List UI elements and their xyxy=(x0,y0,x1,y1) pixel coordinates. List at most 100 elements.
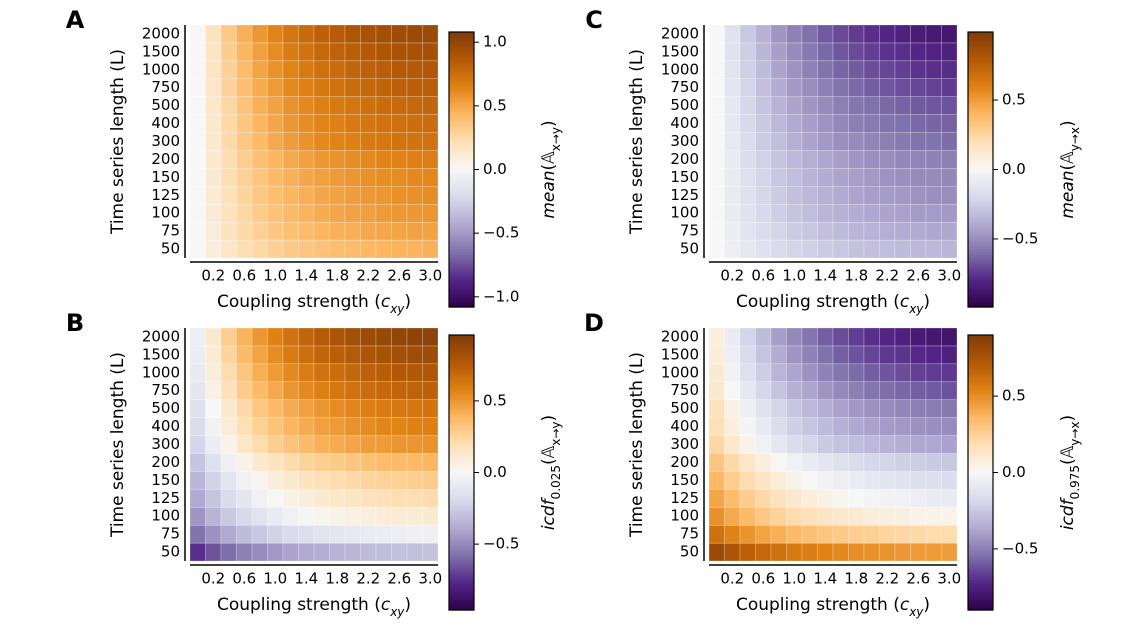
heatmap-cell xyxy=(375,150,392,169)
label-part: xy xyxy=(389,302,405,316)
colorbar-swatch xyxy=(449,390,474,394)
y-tick-label: 200 xyxy=(151,150,180,168)
colorbar-swatch xyxy=(449,517,474,521)
y-axis-label: Time series length (L) xyxy=(108,352,128,538)
colorbar-swatch xyxy=(968,184,993,188)
heatmap-cell xyxy=(267,327,284,347)
heatmap-cell xyxy=(801,60,818,79)
colorbar-swatch xyxy=(968,287,993,291)
heatmap-cell xyxy=(422,168,439,187)
heatmap-cell xyxy=(863,345,880,365)
heatmap-cell xyxy=(267,471,284,490)
label-part: ) xyxy=(1058,120,1078,127)
heatmap-cell xyxy=(786,221,803,241)
colorbar-swatch xyxy=(449,372,474,376)
colorbar-swatch xyxy=(968,244,993,248)
heatmap-cell xyxy=(298,96,315,115)
heatmap-cell xyxy=(941,114,958,133)
colorbar-swatch xyxy=(968,412,993,416)
heatmap-cell xyxy=(375,96,392,115)
colorbar-swatch xyxy=(968,542,993,546)
heatmap-cell xyxy=(360,24,377,44)
heatmap-cell xyxy=(863,24,880,44)
heatmap-cell xyxy=(894,399,911,418)
colorbar-swatch xyxy=(968,122,993,126)
heatmap-cell xyxy=(708,42,725,62)
heatmap-cell xyxy=(267,489,284,508)
colorbar-swatch xyxy=(968,597,993,601)
colorbar-swatch xyxy=(449,239,474,243)
heatmap-cell xyxy=(360,221,377,241)
heatmap-cell xyxy=(344,399,361,418)
colorbar-swatch xyxy=(968,492,993,496)
heatmap-cell xyxy=(941,345,958,365)
heatmap-cell xyxy=(755,399,772,418)
heatmap-cell xyxy=(941,150,958,169)
heatmap-cell xyxy=(848,204,865,223)
heatmap-cell xyxy=(770,132,787,151)
heatmap-cell xyxy=(786,168,803,187)
colorbar-swatch xyxy=(968,357,993,361)
colorbar-swatch xyxy=(968,164,993,168)
colorbar-swatch xyxy=(968,540,993,544)
colorbar-swatch xyxy=(968,567,993,571)
heatmap-cell xyxy=(220,542,237,562)
heatmap-cell xyxy=(282,327,299,347)
colorbar-swatch xyxy=(449,44,474,48)
colorbar-swatch xyxy=(449,490,474,494)
heatmap-cell xyxy=(925,542,942,562)
colorbar-swatch xyxy=(968,482,993,486)
heatmap-cell xyxy=(941,489,958,508)
heatmap-cell xyxy=(360,239,377,259)
heatmap-cell xyxy=(879,150,896,169)
y-tick-label: 200 xyxy=(670,453,699,471)
heatmap-cell xyxy=(329,239,346,259)
colorbar-swatch xyxy=(449,475,474,479)
colorbar-swatch xyxy=(968,167,993,171)
heatmap-cell xyxy=(298,542,315,562)
colorbar-swatch xyxy=(968,169,993,173)
axis-label: icdf0.975(𝔸y→x) xyxy=(1058,415,1082,530)
heatmap-cell xyxy=(205,60,222,79)
heatmap-cell xyxy=(708,471,725,490)
heatmap-cell xyxy=(848,24,865,44)
heatmap-cell xyxy=(770,114,787,133)
heatmap-cell xyxy=(832,24,849,44)
colorbar-tick-label: −0.5 xyxy=(1002,539,1038,557)
heatmap-cell xyxy=(375,239,392,259)
colorbar-swatch xyxy=(449,425,474,429)
heatmap-cell xyxy=(313,24,330,44)
heatmap-cell xyxy=(189,24,206,44)
heatmap-cell xyxy=(189,60,206,79)
heatmap-cell xyxy=(817,168,834,187)
colorbar-swatch xyxy=(449,109,474,113)
heatmap-cell xyxy=(298,381,315,400)
colorbar-swatch xyxy=(968,572,993,576)
heatmap-cell xyxy=(344,381,361,400)
heatmap-cell xyxy=(406,132,423,151)
heatmap-cell xyxy=(422,489,439,508)
colorbar-swatch xyxy=(449,502,474,506)
heatmap-cell xyxy=(801,186,818,205)
colorbar-swatch xyxy=(449,112,474,116)
heatmap-cell xyxy=(832,239,849,259)
colorbar-swatch xyxy=(968,44,993,48)
heatmap-cell xyxy=(344,168,361,187)
colorbar-swatch xyxy=(449,87,474,91)
colorbar-swatch xyxy=(449,99,474,103)
heatmap-cell xyxy=(739,435,756,454)
label-part: xy xyxy=(908,302,924,316)
colorbar-swatch xyxy=(449,187,474,191)
heatmap-cell xyxy=(770,221,787,241)
heatmap-cell xyxy=(329,42,346,62)
heatmap-cell xyxy=(344,363,361,382)
heatmap-cell xyxy=(375,221,392,241)
colorbar-swatch xyxy=(449,560,474,564)
colorbar-swatch xyxy=(968,497,993,501)
panel: C 507510012515020030040050075010001500200… xyxy=(585,6,1081,316)
x-tick-label: 1.4 xyxy=(294,570,318,588)
heatmap-cell xyxy=(344,542,361,562)
heatmap-cell xyxy=(236,204,253,223)
heatmap-cell xyxy=(724,42,741,62)
heatmap-cell xyxy=(817,204,834,223)
